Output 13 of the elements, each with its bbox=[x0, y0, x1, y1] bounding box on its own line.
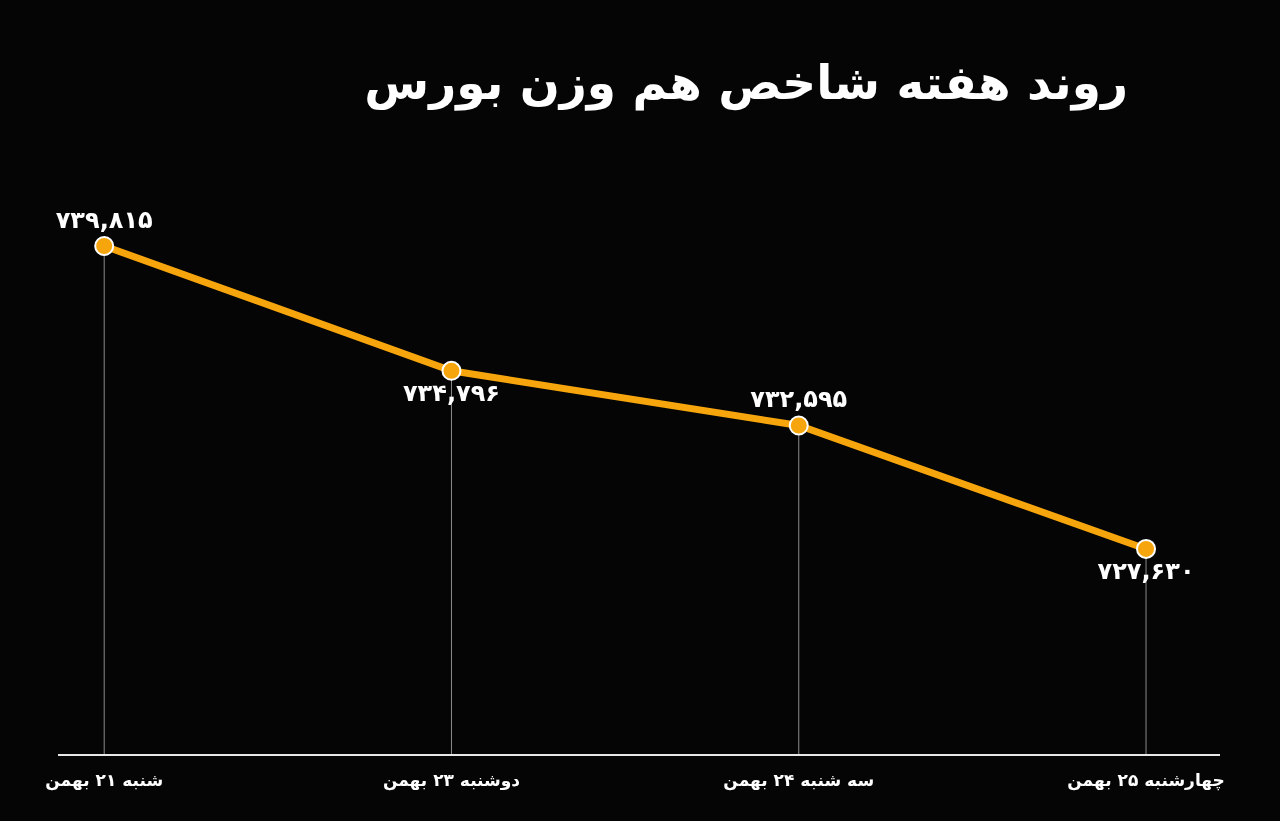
data-label: ۷۳۲,۵۹۵ bbox=[750, 385, 848, 414]
x-tick-label: شنبه ۲۱ بهمن bbox=[45, 770, 164, 792]
point bbox=[1136, 538, 1157, 559]
x-tick-label: چهارشنبه ۲۵ بهمن bbox=[1067, 770, 1225, 792]
chart-title: روند هفته شاخص هم وزن بورس bbox=[364, 55, 1128, 112]
data-label: ۷۳۴,۷۹۶ bbox=[402, 379, 500, 408]
point bbox=[441, 360, 462, 381]
point bbox=[788, 415, 809, 436]
data-label: ۷۲۷,۶۳۰ bbox=[1097, 557, 1195, 586]
x-tick-label: دوشنبه ۲۳ بهمن bbox=[382, 770, 521, 792]
data-label: ۷۳۹,۸۱۵ bbox=[55, 205, 153, 234]
x-tick-label: سه شنبه ۲۴ بهمن bbox=[723, 770, 875, 792]
point bbox=[94, 236, 115, 257]
